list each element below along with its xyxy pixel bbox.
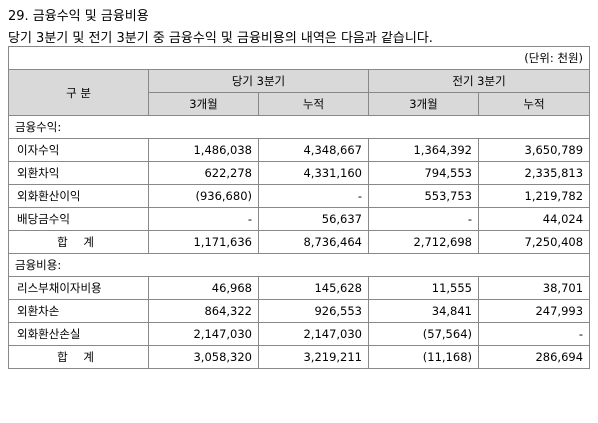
value-cell: 3,219,211 — [258, 345, 369, 369]
value-cell: (11,168) — [368, 345, 479, 369]
value-cell: 2,335,813 — [477, 161, 591, 185]
value-cell: - — [368, 207, 479, 231]
value-cell: - — [258, 184, 369, 208]
header-prior-3month: 3개월 — [368, 92, 479, 116]
value-cell: 145,628 — [258, 276, 369, 300]
value-cell: (936,680) — [148, 184, 259, 208]
total-row: 합 계 1,171,636 8,736,464 2,712,698 7,250,408 — [8, 230, 591, 254]
value-cell: 1,364,392 — [368, 138, 479, 162]
total-row: 합 계 3,058,320 3,219,211 (11,168) 286,694 — [8, 345, 591, 369]
value-cell: 38,701 — [477, 276, 591, 300]
value-cell: 553,753 — [368, 184, 479, 208]
row-label: 합 계 — [8, 230, 149, 254]
row-label: 외환차손 — [8, 299, 149, 323]
value-cell: 11,555 — [368, 276, 479, 300]
row-label: 합 계 — [8, 345, 149, 369]
value-cell: 622,278 — [148, 161, 259, 185]
header-current-period: 당기 3분기 — [148, 69, 369, 93]
value-cell: 46,968 — [148, 276, 259, 300]
table-row: 리스부채이자비용 46,968 145,628 11,555 38,701 — [8, 276, 591, 300]
value-cell: 247,993 — [477, 299, 591, 323]
table-row: 배당금수익 -56,637-44,024 — [8, 207, 591, 231]
header-prior-period: 전기 3분기 — [367, 69, 591, 93]
table-row: 외화환산손실 2,147,030 2,147,030 (57,564) - — [8, 322, 591, 346]
value-cell: 2,147,030 — [148, 322, 259, 346]
row-label: 외환차익 — [8, 161, 149, 185]
header-prior-cumulative: 누적 — [477, 92, 591, 116]
value-cell: 7,250,408 — [477, 230, 591, 254]
value-cell: 864,322 — [148, 299, 259, 323]
value-cell: 926,553 — [258, 299, 369, 323]
value-cell: - — [148, 207, 259, 231]
section-label: 금융비용: — [7, 253, 591, 277]
section-label: 금융수익: — [7, 115, 591, 139]
value-cell: 2,712,698 — [368, 230, 479, 254]
section-row: 금융수익: — [7, 115, 591, 139]
table-row: 이자수익 1,486,038 4,348,667 1,364,392 3,650,789 — [8, 138, 591, 162]
header-current-3month: 3개월 — [148, 92, 259, 116]
value-cell: 1,219,782 — [477, 184, 591, 208]
value-cell: - — [477, 322, 591, 346]
value-cell: 2,147,030 — [258, 322, 369, 346]
value-cell: 3,058,320 — [148, 345, 259, 369]
section-title: 29. 금융수익 및 금융비용 — [8, 9, 149, 24]
value-cell: 4,348,667 — [258, 138, 369, 162]
value-cell: 794,553 — [368, 161, 479, 185]
table-row: 외화환산이익 (936,680) -553,753 1,219,782 — [8, 184, 591, 208]
description-text: 당기 3분기 및 전기 3분기 중 금융수익 및 금융비용의 내역은 다음과 같… — [8, 31, 433, 46]
row-label: 외화환산손실 — [8, 322, 149, 346]
value-cell: 34,841 — [368, 299, 479, 323]
row-label: 이자수익 — [8, 138, 149, 162]
value-cell: 3,650,789 — [477, 138, 591, 162]
value-cell: 8,736,464 — [258, 230, 369, 254]
value-cell: 56,637 — [258, 207, 369, 231]
row-label: 외화환산이익 — [8, 184, 149, 208]
value-cell: 1,171,636 — [148, 230, 259, 254]
unit-label: (단위: 천원) — [7, 46, 591, 70]
value-cell: (57,564) — [368, 322, 479, 346]
row-label: 배당금수익 — [8, 207, 149, 231]
table-row: 외환차익 622,278 4,331,160 794,553 2,335,813 — [8, 161, 591, 185]
header-category: 구 분 — [8, 69, 149, 116]
section-row: 금융비용: — [7, 253, 591, 277]
value-cell: 4,331,160 — [258, 161, 369, 185]
value-cell: 1,486,038 — [148, 138, 259, 162]
table-row: 외환차손 864,322 926,553 34,841 247,993 — [8, 299, 591, 323]
header-current-cumulative: 누적 — [258, 92, 369, 116]
row-label: 리스부채이자비용 — [8, 276, 149, 300]
value-cell: 44,024 — [477, 207, 591, 231]
finance-table: (단위: 천원) 구 분 당기 3분기 전기 3분기 3개월 누적 3개월 누적… — [7, 46, 591, 369]
value-cell: 286,694 — [477, 345, 591, 369]
